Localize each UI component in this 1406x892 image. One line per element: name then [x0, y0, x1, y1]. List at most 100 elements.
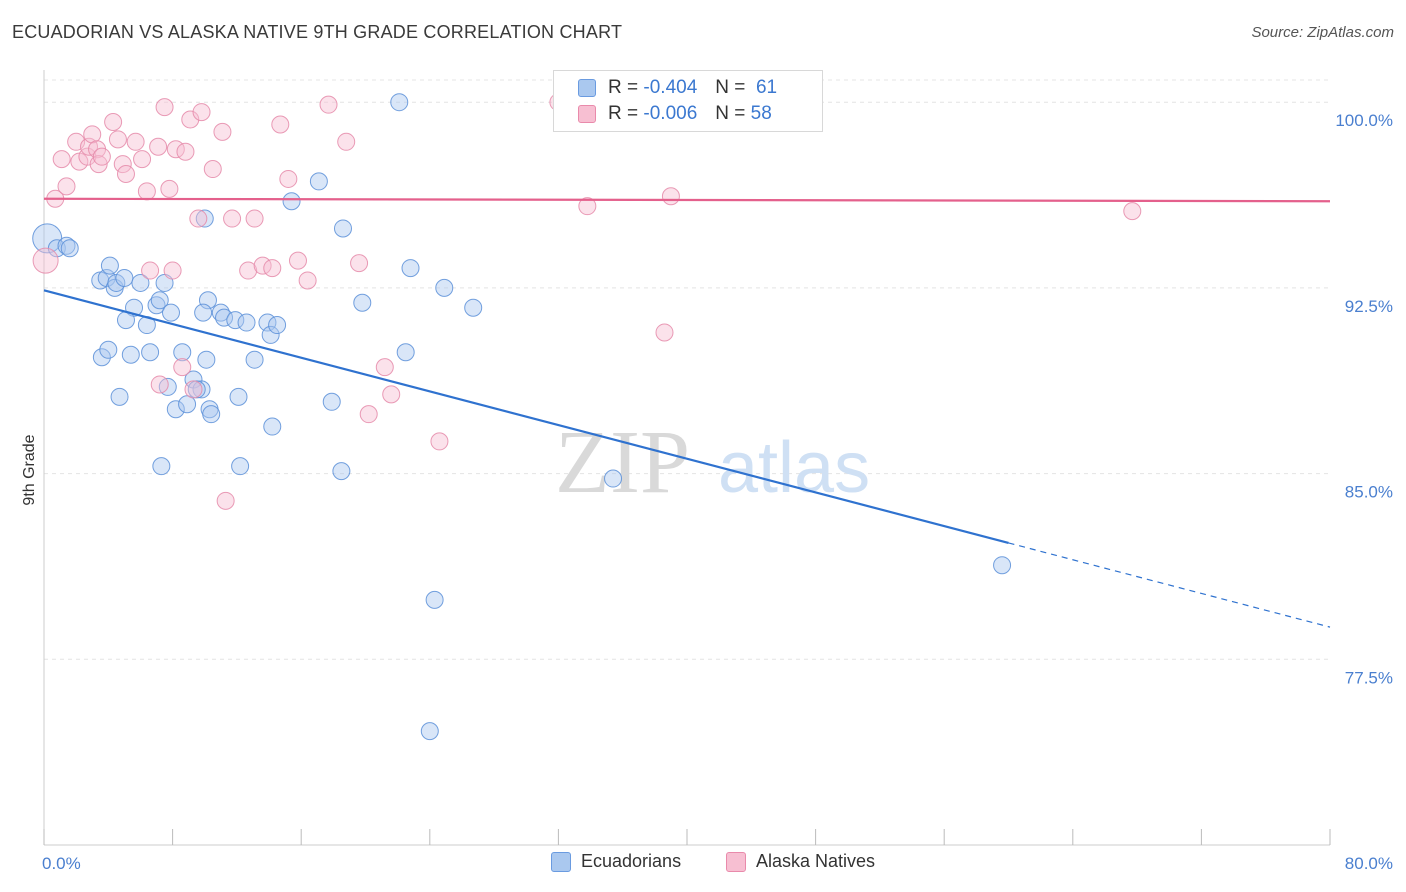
legend-swatch-ecuadorians [578, 79, 596, 97]
data-point [223, 209, 242, 228]
data-point [401, 259, 420, 278]
data-point [194, 303, 213, 322]
data-point [202, 405, 221, 424]
data-point [268, 316, 287, 335]
data-point [375, 358, 394, 377]
data-point [382, 385, 401, 404]
legend-item-ecuadorians[interactable]: Ecuadorians [551, 851, 681, 872]
data-point [215, 308, 234, 327]
data-point [161, 303, 180, 322]
watermark-zip: ZIP [555, 413, 690, 512]
legend-item-alaska-natives[interactable]: Alaska Natives [726, 851, 875, 872]
data-point [993, 556, 1012, 575]
data-point [83, 125, 102, 144]
data-point [425, 590, 444, 609]
y-tick-label: 92.5% [1345, 297, 1393, 316]
stats-legend: R = -0.404 N = 61 R = -0.006 N = 58 [553, 70, 823, 132]
data-point [147, 296, 166, 315]
data-point [178, 395, 197, 414]
legend-label-ecuadorians: Ecuadorians [581, 851, 682, 871]
data-point [226, 311, 245, 330]
legend-n-value: 61 [755, 77, 778, 98]
trend-line [43, 289, 1009, 544]
trend-layer [43, 197, 1331, 628]
data-point [150, 375, 169, 394]
data-point [113, 155, 132, 174]
data-point [239, 261, 258, 280]
data-point [121, 345, 140, 364]
data-point [203, 160, 222, 179]
data-point [173, 343, 192, 362]
data-point [110, 387, 129, 406]
data-point [60, 239, 79, 258]
legend-row-ecuadorians: R = -0.404 N = 61 [578, 76, 777, 100]
legend-label-alaska-natives: Alaska Natives [756, 851, 876, 871]
data-point [332, 462, 351, 481]
data-point [184, 380, 203, 399]
data-point [245, 350, 264, 369]
legend-row-alaska-natives: R = -0.006 N = 58 [578, 102, 772, 126]
data-point [99, 340, 118, 359]
data-point [149, 137, 168, 156]
legend-r-label: R = [608, 77, 639, 98]
data-point [396, 343, 415, 362]
data-point [359, 405, 378, 424]
series-alaska-natives [32, 93, 1142, 510]
data-point [152, 457, 171, 476]
data-point [282, 192, 301, 211]
data-point [578, 197, 597, 216]
legend-swatch-ecuadorians [551, 851, 571, 872]
legend-n-value: 58 [750, 103, 772, 124]
legend-r-value: -0.006 [643, 103, 698, 124]
source-label: Source: ZipAtlas.com [1251, 24, 1394, 41]
series-ecuadorians [32, 93, 1012, 741]
legend-swatch-alaska-natives [578, 105, 596, 123]
grid-layer [44, 79, 1330, 660]
data-point [1123, 202, 1142, 221]
data-point [181, 110, 200, 129]
legend-n-label: N = [715, 77, 746, 98]
data-point [298, 271, 317, 290]
trend-line [43, 197, 1331, 203]
data-point [116, 164, 135, 183]
points-layer [32, 93, 1142, 741]
data-point [92, 147, 111, 166]
data-point [288, 251, 307, 270]
data-point [211, 303, 230, 322]
data-point [197, 350, 216, 369]
data-point [353, 293, 372, 312]
data-point [150, 291, 169, 310]
data-point [430, 432, 449, 451]
data-point [192, 103, 211, 122]
data-point [263, 259, 282, 278]
data-point [195, 209, 214, 228]
data-point [108, 130, 127, 149]
data-point [141, 343, 160, 362]
data-point [133, 150, 152, 169]
legend-r-value: -0.404 [643, 77, 698, 98]
data-point [160, 179, 179, 198]
data-point [237, 313, 256, 332]
data-point [350, 254, 369, 273]
data-point [100, 256, 119, 275]
x-tick-label: 0.0% [42, 854, 81, 873]
data-point [337, 132, 356, 151]
data-point [216, 491, 235, 510]
data-point [464, 298, 483, 317]
legend-n-label: N = [715, 103, 746, 124]
data-point [263, 417, 282, 436]
data-point [661, 187, 680, 206]
data-point [319, 95, 338, 114]
x-tick-label: 80.0% [1345, 854, 1393, 873]
data-point [309, 172, 328, 191]
data-point [213, 122, 232, 141]
legend-swatch-alaska-natives [726, 851, 746, 872]
y-tick-label: 77.5% [1345, 668, 1393, 687]
data-point [32, 247, 59, 274]
data-point [92, 348, 111, 367]
data-point [52, 150, 71, 169]
data-point [435, 278, 454, 297]
data-point [261, 325, 280, 344]
y-axis-label: 9th Grade [21, 434, 38, 505]
watermark-atlas: atlas [718, 428, 870, 508]
